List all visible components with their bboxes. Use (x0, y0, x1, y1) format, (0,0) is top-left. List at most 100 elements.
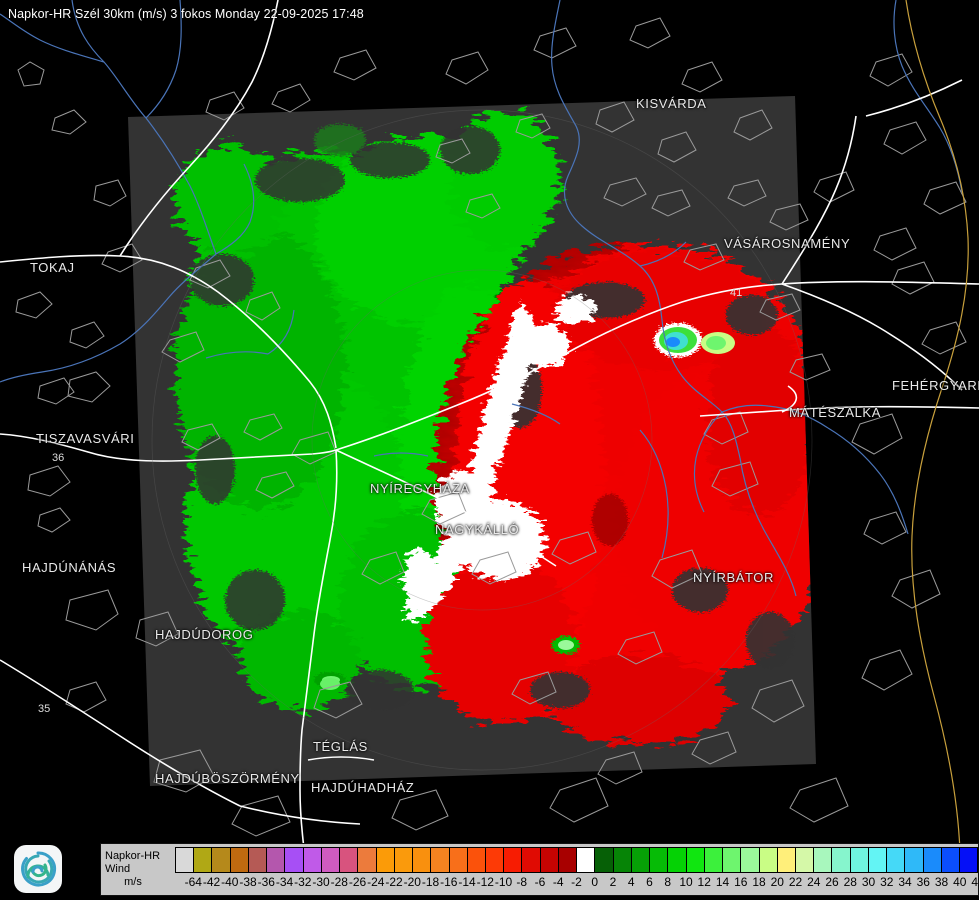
legend-titles: Napkor-HR Wind m/s (101, 844, 175, 895)
city-label: NYÍRBÁTOR (693, 570, 775, 585)
colorbar-tick: 12 (697, 875, 711, 889)
colorbar-tick: -40 (221, 875, 239, 889)
colorbar-swatch[interactable] (430, 847, 449, 873)
radar-echo-layer (175, 110, 816, 745)
colorbar-swatch[interactable] (667, 847, 686, 873)
colorbar-swatch[interactable] (193, 847, 212, 873)
colorbar-tick: 0 (591, 875, 599, 889)
lmazujvaros-spiral-logo[interactable] (14, 845, 62, 893)
colorbar-swatch[interactable] (776, 847, 795, 873)
colorbar-swatch[interactable] (959, 847, 979, 873)
colorbar-swatch[interactable] (539, 847, 558, 873)
colorbar-tick: 38 (934, 875, 949, 889)
colorbar-swatch[interactable] (576, 847, 595, 873)
colorbar-swatch[interactable] (466, 847, 485, 873)
colorbar-tick: 30 (861, 875, 876, 889)
echo-velocity-fold-couplet (654, 323, 735, 357)
colorbar-tick: 14 (715, 875, 730, 889)
colorbar-tick: -8 (516, 875, 528, 889)
colorbar-swatch[interactable] (703, 847, 723, 873)
colorbar-swatch[interactable] (484, 847, 504, 873)
city-label: NAGYKÁLLÓ (435, 522, 520, 537)
colorbar-swatch[interactable] (503, 847, 522, 873)
colorbar-tick: -4 (552, 875, 564, 889)
colorbar-swatch[interactable] (867, 847, 887, 873)
city-label: NYÍREGYHÁZA (370, 481, 470, 496)
city-label: MÁTÉSZALKA (789, 405, 881, 420)
colorbar-tick: -24 (367, 875, 385, 889)
colorbar-tick: -20 (403, 875, 421, 889)
echo-green-texture (190, 124, 500, 710)
colorbar-tick: 18 (752, 875, 766, 889)
colorbar-tick: 24 (807, 875, 821, 889)
city-label: HAJDÚBÖSZÖRMÉNY (155, 771, 300, 786)
colorbar-swatch[interactable] (594, 847, 613, 873)
colorbar-swatch[interactable] (266, 847, 285, 873)
colorbar-tick: 32 (880, 875, 894, 889)
colorbar-scale[interactable]: -64 -42 -40 -38 -36 -34 -32 -30 -28 -26 -24 -22 -20-… (175, 844, 979, 895)
colorbar-swatch[interactable] (247, 847, 267, 873)
colorbar-swatch[interactable] (794, 847, 814, 873)
colorbar-swatch[interactable] (649, 847, 668, 873)
city-label: TISZAVASVÁRI (36, 431, 135, 446)
colorbar-tick: -32 (294, 875, 312, 889)
road-number-label: 41 (730, 287, 743, 299)
colorbar-tick: -38 (239, 875, 257, 889)
colorbar-swatch[interactable] (284, 847, 303, 873)
colorbar-tick: 2 (609, 875, 617, 889)
colorbar-tick-labels: -64 -42 -40 -38 -36 -34 -32 -30 -28 -26 -24 -22 -20-… (175, 875, 979, 895)
colorbar-tick: 6 (646, 875, 653, 889)
colorbar-swatch[interactable] (229, 847, 248, 873)
echo-small-green-cell (552, 636, 580, 654)
colorbar-tick: 26 (825, 875, 839, 889)
colorbar-swatch[interactable] (521, 847, 540, 873)
range-rings (151, 109, 813, 771)
colorbar-swatches[interactable] (175, 847, 979, 873)
city-label: FEHÉRGYARMAT (892, 378, 979, 393)
colorbar-swatch[interactable] (448, 847, 467, 873)
colorbar-swatch[interactable] (630, 847, 650, 873)
colorbar-swatch[interactable] (211, 847, 230, 873)
colorbar-swatch[interactable] (320, 847, 340, 873)
colorbar-tick: -34 (275, 875, 294, 889)
colorbar-swatch[interactable] (904, 847, 923, 873)
city-label: HAJDÚNÁNÁS (22, 560, 117, 575)
colorbar-tick: -64 (184, 875, 202, 889)
colorbar-swatch[interactable] (685, 847, 704, 873)
colorbar-swatch[interactable] (922, 847, 941, 873)
colorbar-tick: -18 (421, 875, 440, 889)
colorbar-swatch[interactable] (175, 847, 194, 873)
colorbar-tick: 16 (734, 875, 748, 889)
colorbar-tick: -16 (440, 875, 458, 889)
road-number-label: 35 (38, 703, 51, 715)
colorbar-swatch[interactable] (886, 847, 905, 873)
colorbar-swatch[interactable] (831, 847, 850, 873)
colorbar-swatch[interactable] (339, 847, 358, 873)
colorbar-tick: -6 (534, 875, 546, 889)
colorbar-swatch[interactable] (412, 847, 431, 873)
colorbar-swatch[interactable] (940, 847, 960, 873)
colorbar-swatch[interactable] (758, 847, 777, 873)
city-label: VÁSÁROSNAMÉNY (724, 236, 851, 251)
colorbar-swatch[interactable] (813, 847, 832, 873)
colorbar-tick: -42 (202, 875, 221, 889)
colorbar-swatch[interactable] (302, 847, 321, 873)
echo-red-mass (425, 245, 816, 745)
colorbar-swatch[interactable] (357, 847, 376, 873)
colorbar-swatch[interactable] (722, 847, 741, 873)
colorbar-tick: 20 (770, 875, 784, 889)
colorbar-swatch[interactable] (612, 847, 631, 873)
legend-quantity: Wind (105, 863, 131, 875)
colorbar-tick: 8 (664, 875, 672, 889)
colorbar-swatch[interactable] (557, 847, 577, 873)
colorbar-swatch[interactable] (740, 847, 759, 873)
colorbar-swatch[interactable] (375, 847, 394, 873)
colorbar-tick: 10 (679, 875, 693, 889)
colorbar-tick: -28 (330, 875, 348, 889)
colorbar-tick: -10 (494, 875, 513, 889)
colorbar-tick: -12 (476, 875, 494, 889)
colorbar-swatch[interactable] (849, 847, 868, 873)
colorbar-tick: 28 (843, 875, 857, 889)
colorbar-swatch[interactable] (393, 847, 413, 873)
